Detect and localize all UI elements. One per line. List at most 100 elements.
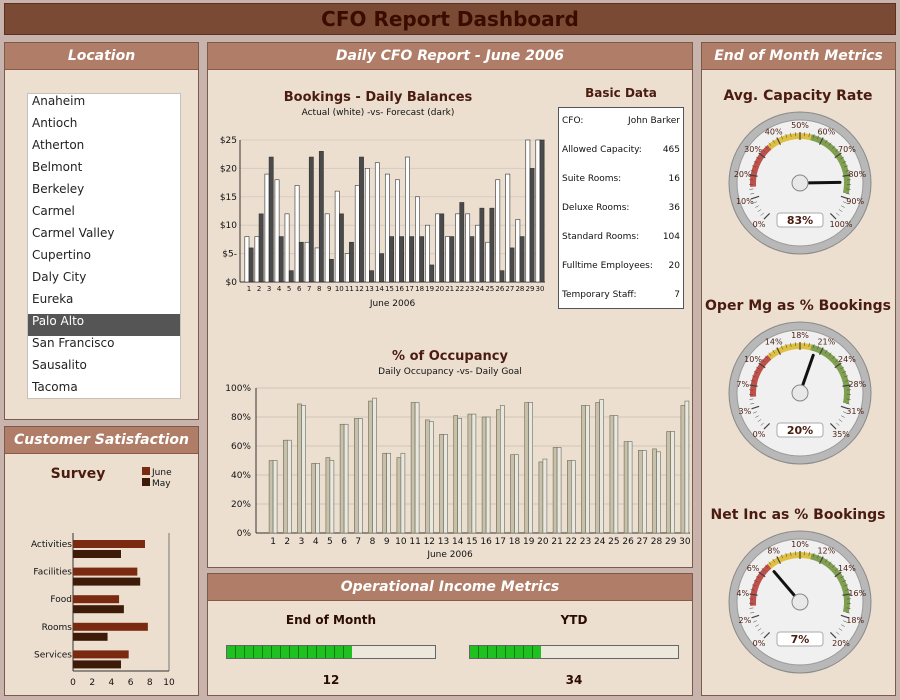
occupancy-bar-goal	[329, 460, 335, 534]
ytd-label: YTD	[560, 613, 588, 627]
location-item[interactable]: Palo Alto	[28, 314, 180, 336]
occupancy-bar-goal	[514, 454, 519, 534]
gauge-tick	[755, 624, 759, 627]
gauge-tick	[768, 561, 772, 566]
gauge-red-band	[750, 144, 772, 187]
occupancy-x-tick: 19	[523, 537, 535, 547]
location-item[interactable]: Anaheim	[32, 94, 86, 108]
occupancy-x-tick: 17	[495, 537, 506, 547]
location-item[interactable]: Tacoma	[32, 380, 78, 394]
page-title: CFO Report Dashboard	[321, 7, 579, 31]
gauge-scale-label: 0%	[753, 430, 766, 439]
gauge-tick	[749, 398, 754, 400]
bookings-bar-forecast	[459, 202, 465, 283]
gauge-tick	[846, 188, 851, 190]
gauge-hub	[791, 174, 809, 192]
gauge-scale-label: 28%	[848, 380, 866, 389]
occupancy-y-tick: 60%	[231, 442, 251, 452]
gauge-scale-label: 100%	[830, 220, 853, 229]
location-item[interactable]: Berkeley	[32, 182, 85, 196]
location-item[interactable]: Cupertino	[32, 248, 91, 262]
gauge-scale-label: 18%	[791, 331, 809, 340]
occupancy-x-tick: 15	[466, 537, 477, 547]
basic-data-value: John Barker	[628, 116, 680, 126]
bookings-bar-forecast	[359, 156, 364, 283]
gauge-tick	[758, 152, 766, 159]
bookings-bar-actual	[344, 253, 350, 283]
survey-title: Survey	[51, 466, 106, 482]
gauge-tick	[749, 174, 758, 177]
survey-category-label: Rooms	[42, 623, 73, 633]
gauge-tick	[817, 135, 820, 140]
bookings-bar-forecast	[288, 270, 294, 283]
location-item[interactable]: Carmel	[32, 204, 75, 218]
gauge-scale-label: 14%	[765, 337, 783, 346]
gauge-tick	[751, 165, 756, 168]
gauge-tick	[763, 631, 771, 639]
location-item[interactable]: Sausalito	[32, 358, 87, 372]
net-inc-gauge: 0% 2% 4% 6% 8% 10% 12%14% 16% 18% 20% 7%	[728, 530, 872, 674]
occupancy-x-tick: 2	[284, 537, 290, 547]
bookings-bar-forecast	[339, 213, 344, 283]
gauge-tick	[760, 212, 764, 216]
gauge-tick	[764, 564, 769, 568]
occupancy-x-tick: 27	[637, 537, 648, 547]
occupancy-bar-occupancy	[268, 460, 274, 534]
bookings-bar-actual	[465, 213, 471, 283]
gauge-tick	[842, 384, 851, 387]
gauge-scale-label: 12%	[817, 546, 835, 555]
location-item[interactable]: Belmont	[32, 160, 83, 174]
occupancy-bar-occupancy	[510, 454, 515, 534]
survey-bar-may	[73, 660, 121, 669]
gauge-scale-label: 8%	[767, 546, 780, 555]
gauge-tick	[840, 614, 849, 619]
occupancy-bar-goal	[499, 405, 505, 534]
bookings-bar-actual	[475, 224, 481, 283]
location-item[interactable]: Carmel Valley	[32, 226, 115, 240]
bookings-x-tick: 28	[515, 285, 524, 293]
bookings-x-tick: 30	[536, 285, 545, 293]
occupancy-y-tick: 0%	[237, 529, 252, 539]
gauge-tick	[840, 195, 849, 200]
occupancy-x-tick: 12	[424, 537, 435, 547]
gauge-tick	[758, 362, 766, 369]
survey-x-tick: 2	[89, 678, 95, 688]
gauge-tick	[808, 132, 810, 137]
gauge-scale-label: 0%	[753, 220, 766, 229]
occupancy-bar-occupancy	[552, 447, 558, 534]
bookings-x-tick: 21	[445, 285, 454, 293]
bookings-bar-forecast	[349, 241, 354, 283]
gauge-tick	[780, 554, 783, 559]
occupancy-bar-occupancy	[368, 400, 373, 534]
occupancy-y-tick: 20%	[231, 500, 251, 510]
gauge-tick	[846, 607, 851, 609]
location-item[interactable]: San Francisco	[32, 336, 115, 350]
gauge-tick	[755, 575, 760, 579]
gauge-tick	[842, 161, 847, 164]
gauge-tick	[812, 343, 815, 348]
bookings-bar-actual	[314, 247, 320, 283]
bookings-bar-actual	[324, 213, 330, 283]
location-item[interactable]: Daly City	[32, 270, 87, 284]
gauge-tick	[844, 584, 849, 587]
occupancy-bar-goal	[585, 405, 590, 534]
bookings-bar-actual	[264, 173, 270, 283]
occupancy-x-label: June 2006	[426, 550, 473, 560]
daily-report-header: Daily CFO Report - June 2006	[208, 43, 692, 70]
gauge-tick	[772, 558, 776, 563]
bookings-bar-actual	[485, 241, 491, 283]
location-item[interactable]: Eureka	[32, 292, 74, 306]
bookings-bar-actual	[505, 173, 511, 283]
occupancy-bar-occupancy	[311, 463, 316, 534]
gauge-tick	[834, 571, 842, 578]
occupancy-bar-goal	[542, 458, 548, 534]
occupancy-bar-goal	[287, 439, 292, 534]
occupancy-bar-occupancy	[609, 415, 615, 534]
occupancy-bar-goal	[556, 447, 562, 534]
occupancy-bar-occupancy	[439, 434, 444, 534]
location-item[interactable]: Antioch	[32, 116, 78, 130]
location-item[interactable]: Atherton	[32, 138, 85, 152]
occupancy-bar-occupancy	[410, 402, 416, 534]
location-list[interactable]: Anaheim Antioch Atherton Belmont Berkeley Car…	[27, 93, 181, 399]
gauge-tick	[749, 384, 758, 387]
